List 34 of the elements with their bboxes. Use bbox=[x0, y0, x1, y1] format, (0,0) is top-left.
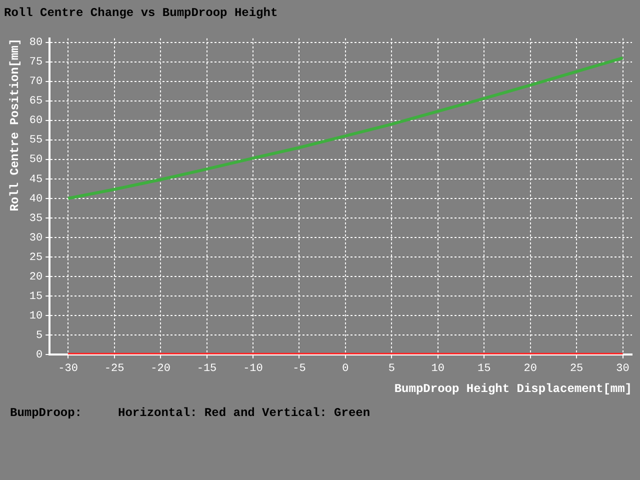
x-tick-label: -10 bbox=[243, 362, 263, 375]
x-tick-label: 15 bbox=[477, 362, 491, 375]
y-tick-label: 45 bbox=[29, 174, 43, 186]
x-tick-label: 5 bbox=[388, 362, 395, 375]
y-tick-label: 80 bbox=[29, 37, 43, 50]
x-tick-label: -30 bbox=[58, 362, 78, 375]
y-tick-label: 60 bbox=[29, 115, 43, 128]
y-tick-label: 70 bbox=[29, 76, 43, 88]
y-tick-label: 10 bbox=[29, 310, 43, 322]
x-tick-label: 0 bbox=[342, 362, 349, 375]
y-tick-label: 35 bbox=[29, 212, 43, 225]
y-tick-label: 15 bbox=[29, 290, 43, 303]
y-tick-label: 0 bbox=[36, 349, 43, 362]
x-tick-label: 10 bbox=[431, 362, 444, 375]
x-tick-label: -5 bbox=[292, 362, 306, 375]
y-tick-label: 20 bbox=[29, 271, 43, 284]
x-tick-label: 30 bbox=[616, 362, 630, 375]
y-tick-label: 30 bbox=[29, 232, 43, 244]
y-tick-label: 50 bbox=[29, 154, 43, 166]
y-tick-label: 55 bbox=[29, 134, 43, 147]
y-axis-title: Roll Centre Position[mm] bbox=[8, 38, 22, 212]
y-tick-label: 25 bbox=[29, 252, 43, 264]
chart-title: Roll Centre Change vs BumpDroop Height bbox=[4, 6, 278, 20]
y-tick-label: 65 bbox=[29, 96, 43, 108]
text: BumpDroop: Horizontal: Red and Vertical: Green bbox=[10, 406, 372, 420]
y-tick-label: 40 bbox=[29, 193, 43, 206]
x-tick-label: 25 bbox=[570, 362, 584, 375]
x-axis-title: BumpDroop Height Displacement[mm] bbox=[394, 382, 632, 396]
x-tick-label: -20 bbox=[150, 362, 170, 375]
x-tick-label: -25 bbox=[104, 362, 124, 375]
y-tick-label: 5 bbox=[36, 330, 43, 342]
x-tick-label: -15 bbox=[196, 362, 217, 375]
y-tick-label: 75 bbox=[29, 56, 43, 69]
x-tick-label: 20 bbox=[524, 362, 537, 375]
